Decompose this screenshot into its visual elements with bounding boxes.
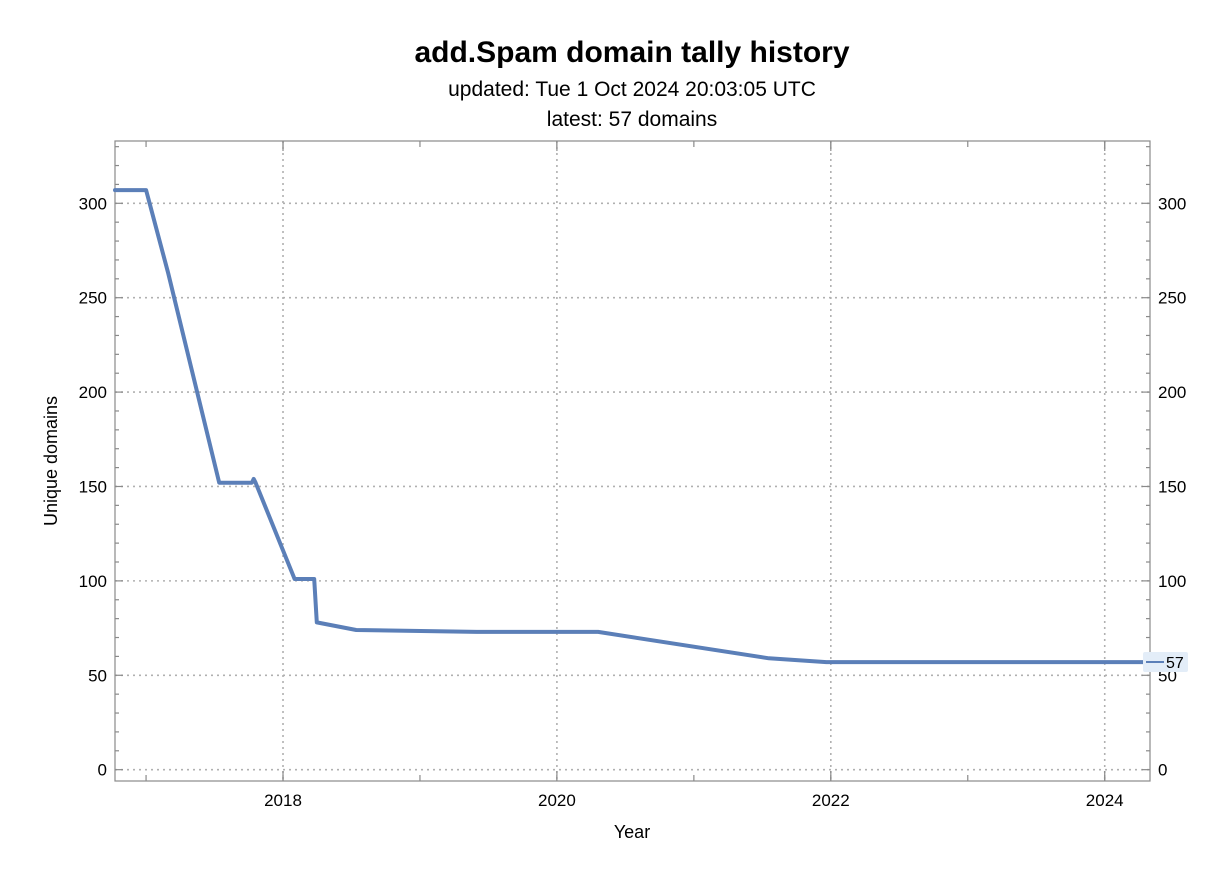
x-tick-label: 2024 [1086, 791, 1124, 810]
y-tick-label-right: 150 [1158, 477, 1186, 496]
y-axis-label: Unique domains [41, 396, 61, 526]
y-tick-label-left: 150 [79, 477, 107, 496]
latest-value-callout: 57 [1166, 655, 1184, 672]
series-line [113, 188, 1148, 665]
y-tick-label-right: 0 [1158, 761, 1167, 780]
y-tick-label-left: 50 [88, 666, 107, 685]
latest-value-callout-bg [1143, 652, 1188, 673]
chart-subtitle-latest: latest: 57 domains [547, 108, 717, 131]
axis-ticks [115, 141, 1150, 781]
y-tick-label-right: 200 [1158, 383, 1186, 402]
y-tick-label-left: 0 [98, 761, 107, 780]
y-tick-label-left: 250 [79, 289, 107, 308]
plot-frame [114, 140, 1151, 782]
y-tick-label-right: 100 [1158, 572, 1186, 591]
x-axis-label: Year [614, 822, 650, 842]
y-tick-label-left: 200 [79, 383, 107, 402]
x-tick-label: 2020 [538, 791, 576, 810]
chart-title: add.Spam domain tally history [414, 36, 849, 69]
x-tick-label: 2022 [812, 791, 850, 810]
chart-subtitle-updated: updated: Tue 1 Oct 2024 20:03:05 UTC [448, 78, 816, 101]
series-layer [113, 188, 1148, 665]
y-tick-label-right: 250 [1158, 289, 1186, 308]
y-tick-label-right: 300 [1158, 194, 1186, 213]
y-tick-label-left: 100 [79, 572, 107, 591]
x-tick-label: 2018 [264, 791, 302, 810]
y-tick-label-left: 300 [79, 194, 107, 213]
grid-lines [115, 141, 1150, 781]
